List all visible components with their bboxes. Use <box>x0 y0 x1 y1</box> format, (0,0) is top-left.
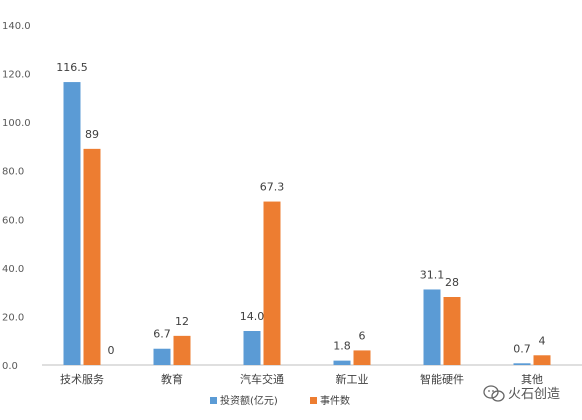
y-tick-label: 20.0 <box>2 312 24 323</box>
data-label: 89 <box>85 128 99 141</box>
data-label: 1.8 <box>333 340 351 353</box>
x-tick-label: 技术服务 <box>60 373 104 386</box>
legend-label: 事件数 <box>320 394 350 407</box>
x-tick-label: 教育 <box>161 372 183 386</box>
data-label: 6.7 <box>153 328 171 341</box>
bar-events <box>83 148 101 365</box>
legend-label: 投资额(亿元) <box>220 394 278 407</box>
legend-swatch <box>310 397 317 404</box>
bar-investment <box>243 331 261 365</box>
y-tick-label: 0.0 <box>2 361 18 372</box>
bar-events <box>263 201 281 365</box>
y-tick-label: 100.0 <box>2 118 31 129</box>
y-tick-label: 80.0 <box>2 167 24 178</box>
bar-investment <box>513 363 531 365</box>
bar-investment <box>423 289 441 365</box>
x-axis: 技术服务 教育 汽车交通 新工业 智能硬件 其他 <box>60 372 543 386</box>
x-tick-label: 其他 <box>521 373 543 386</box>
x-tick-label: 智能硬件 <box>420 372 464 386</box>
x-tick-label: 汽车交通 <box>240 372 284 386</box>
legend-swatch <box>210 397 217 404</box>
y-tick-label: 60.0 <box>2 215 24 226</box>
legend: 投资额(亿元) 事件数 <box>210 394 350 407</box>
bar-events <box>353 350 371 365</box>
bars <box>63 82 551 366</box>
bar-investment <box>63 82 81 366</box>
bar-events <box>533 355 551 365</box>
wechat-icon <box>483 385 505 402</box>
data-label: 12 <box>175 315 189 328</box>
data-label: 116.5 <box>56 61 88 74</box>
data-label: 28 <box>445 276 459 289</box>
data-label: 0.7 <box>513 342 531 355</box>
data-labels: 116.5 89 6.7 12 14.0 67.3 1.8 6 31.128 0.7 4 0 <box>56 61 545 357</box>
watermark-text: 火石创造 <box>508 387 560 402</box>
watermark: 火石创造 <box>483 385 560 402</box>
y-axis: 0.0 20.0 40.0 60.0 80.0 100.0 120.0 140.0 <box>2 21 31 372</box>
y-tick-label: 120.0 <box>2 70 31 81</box>
bar-investment <box>153 348 171 365</box>
data-label: 6 <box>359 329 366 342</box>
data-label: 31.1 <box>420 268 445 281</box>
y-tick-label: 40.0 <box>2 264 24 275</box>
bar-events <box>443 297 461 365</box>
data-label-extra: 0 <box>108 344 115 357</box>
data-label: 4 <box>539 334 546 347</box>
data-label: 67.3 <box>260 181 285 194</box>
y-tick-label: 140.0 <box>2 21 31 32</box>
bar-investment <box>333 360 351 365</box>
data-label: 14.0 <box>240 310 265 323</box>
x-tick-label: 新工业 <box>336 372 369 386</box>
bar-events <box>173 335 191 365</box>
